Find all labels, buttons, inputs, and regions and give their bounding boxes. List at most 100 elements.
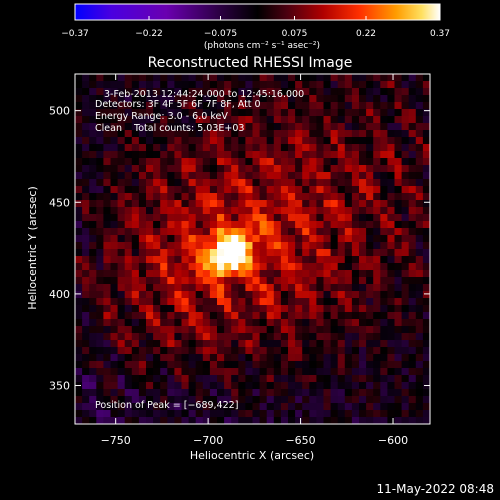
heatmap-cell bbox=[167, 200, 175, 208]
heatmap-cell bbox=[167, 130, 175, 138]
heatmap-cell bbox=[238, 242, 246, 250]
heatmap-cell bbox=[316, 151, 324, 159]
heatmap-cell bbox=[195, 319, 204, 327]
heatmap-cell bbox=[188, 81, 197, 89]
heatmap-cell bbox=[153, 403, 161, 411]
heatmap-cell bbox=[344, 102, 353, 110]
heatmap-cell bbox=[337, 333, 346, 341]
heatmap-cell bbox=[174, 172, 182, 180]
heatmap-cell bbox=[295, 193, 303, 201]
heatmap-cell bbox=[380, 333, 388, 341]
heatmap-cell bbox=[259, 158, 268, 166]
heatmap-cell bbox=[266, 291, 275, 299]
heatmap-cell bbox=[295, 368, 303, 376]
heatmap-cell bbox=[174, 347, 182, 355]
heatmap-cell bbox=[273, 95, 282, 103]
heatmap-cell bbox=[103, 326, 111, 334]
heatmap-cell bbox=[153, 256, 161, 264]
heatmap-cell bbox=[174, 123, 182, 131]
heatmap-cell bbox=[174, 200, 182, 208]
heatmap-cell bbox=[366, 242, 374, 250]
heatmap-cell bbox=[117, 235, 126, 243]
heatmap-cell bbox=[153, 158, 161, 166]
heatmap-cell bbox=[202, 193, 211, 201]
heatmap-cell bbox=[238, 263, 246, 271]
heatmap-cell bbox=[259, 81, 268, 89]
heatmap-cell bbox=[138, 291, 147, 299]
heatmap-cell bbox=[266, 375, 275, 383]
heatmap-cell bbox=[280, 95, 289, 103]
heatmap-cell bbox=[75, 109, 83, 117]
heatmap-cell bbox=[323, 354, 331, 362]
heatmap-cell bbox=[167, 389, 175, 397]
heatmap-cell bbox=[124, 319, 133, 327]
heatmap-cell bbox=[359, 319, 367, 327]
heatmap-cell bbox=[316, 284, 324, 292]
heatmap-cell bbox=[153, 382, 161, 390]
heatmap-cell bbox=[415, 116, 424, 124]
heatmap-cell bbox=[323, 312, 331, 320]
heatmap-cell bbox=[188, 88, 197, 96]
heatmap-cell bbox=[366, 368, 374, 376]
heatmap-cell bbox=[110, 319, 118, 327]
heatmap-cell bbox=[266, 389, 275, 397]
heatmap-cell bbox=[202, 284, 211, 292]
heatmap-cell bbox=[266, 263, 275, 271]
heatmap-cell bbox=[273, 375, 282, 383]
heatmap-cell bbox=[280, 165, 289, 173]
heatmap-cell bbox=[82, 305, 90, 313]
heatmap-cell bbox=[266, 333, 275, 341]
heatmap-cell bbox=[174, 193, 182, 201]
heatmap-cell bbox=[288, 95, 296, 103]
heatmap-cell bbox=[188, 263, 197, 271]
heatmap-cell bbox=[217, 256, 225, 264]
heatmap-cell bbox=[351, 417, 360, 424]
heatmap-cell bbox=[288, 116, 296, 124]
heatmap-cell bbox=[167, 165, 175, 173]
heatmap-cell bbox=[195, 123, 204, 131]
heatmap-cell bbox=[387, 172, 395, 180]
heatmap-cell bbox=[245, 172, 253, 180]
heatmap-cell bbox=[231, 214, 239, 222]
heatmap-cell bbox=[82, 333, 90, 341]
heatmap-cell bbox=[373, 228, 381, 236]
heatmap-cell bbox=[280, 277, 289, 285]
heatmap-cell bbox=[330, 242, 339, 250]
heatmap-cell bbox=[252, 137, 260, 145]
heatmap-cell bbox=[103, 179, 111, 187]
heatmap-cell bbox=[288, 368, 296, 376]
heatmap-cell bbox=[288, 249, 296, 257]
heatmap-cell bbox=[316, 228, 324, 236]
heatmap-cell bbox=[181, 326, 189, 334]
heatmap-cell bbox=[266, 109, 275, 117]
heatmap-cell bbox=[302, 291, 310, 299]
heatmap-cell bbox=[309, 81, 317, 89]
heatmap-cell bbox=[202, 165, 211, 173]
heatmap-cell bbox=[323, 263, 331, 271]
heatmap-cell bbox=[82, 361, 90, 369]
heatmap-cell bbox=[408, 88, 417, 96]
heatmap-cell bbox=[295, 109, 303, 117]
heatmap-cell bbox=[359, 256, 367, 264]
heatmap-cell bbox=[238, 193, 246, 201]
heatmap-cell bbox=[351, 354, 360, 362]
heatmap-cell bbox=[82, 270, 90, 278]
heatmap-cell bbox=[153, 375, 161, 383]
heatmap-cell bbox=[380, 193, 388, 201]
heatmap-cell bbox=[309, 74, 317, 82]
heatmap-cell bbox=[366, 88, 374, 96]
heatmap-cell bbox=[323, 277, 331, 285]
heatmap-cell bbox=[273, 298, 282, 306]
heatmap-cell bbox=[82, 95, 90, 103]
heatmap-cell bbox=[174, 291, 182, 299]
heatmap-cell bbox=[238, 298, 246, 306]
heatmap-cell bbox=[160, 375, 168, 383]
heatmap-cell bbox=[259, 130, 268, 138]
heatmap-cell bbox=[224, 235, 232, 243]
heatmap-cell bbox=[110, 228, 118, 236]
heatmap-cell bbox=[344, 81, 353, 89]
heatmap-cell bbox=[209, 158, 218, 166]
heatmap-cell bbox=[408, 144, 417, 152]
heatmap-cell bbox=[394, 158, 402, 166]
heatmap-cell bbox=[344, 389, 353, 397]
